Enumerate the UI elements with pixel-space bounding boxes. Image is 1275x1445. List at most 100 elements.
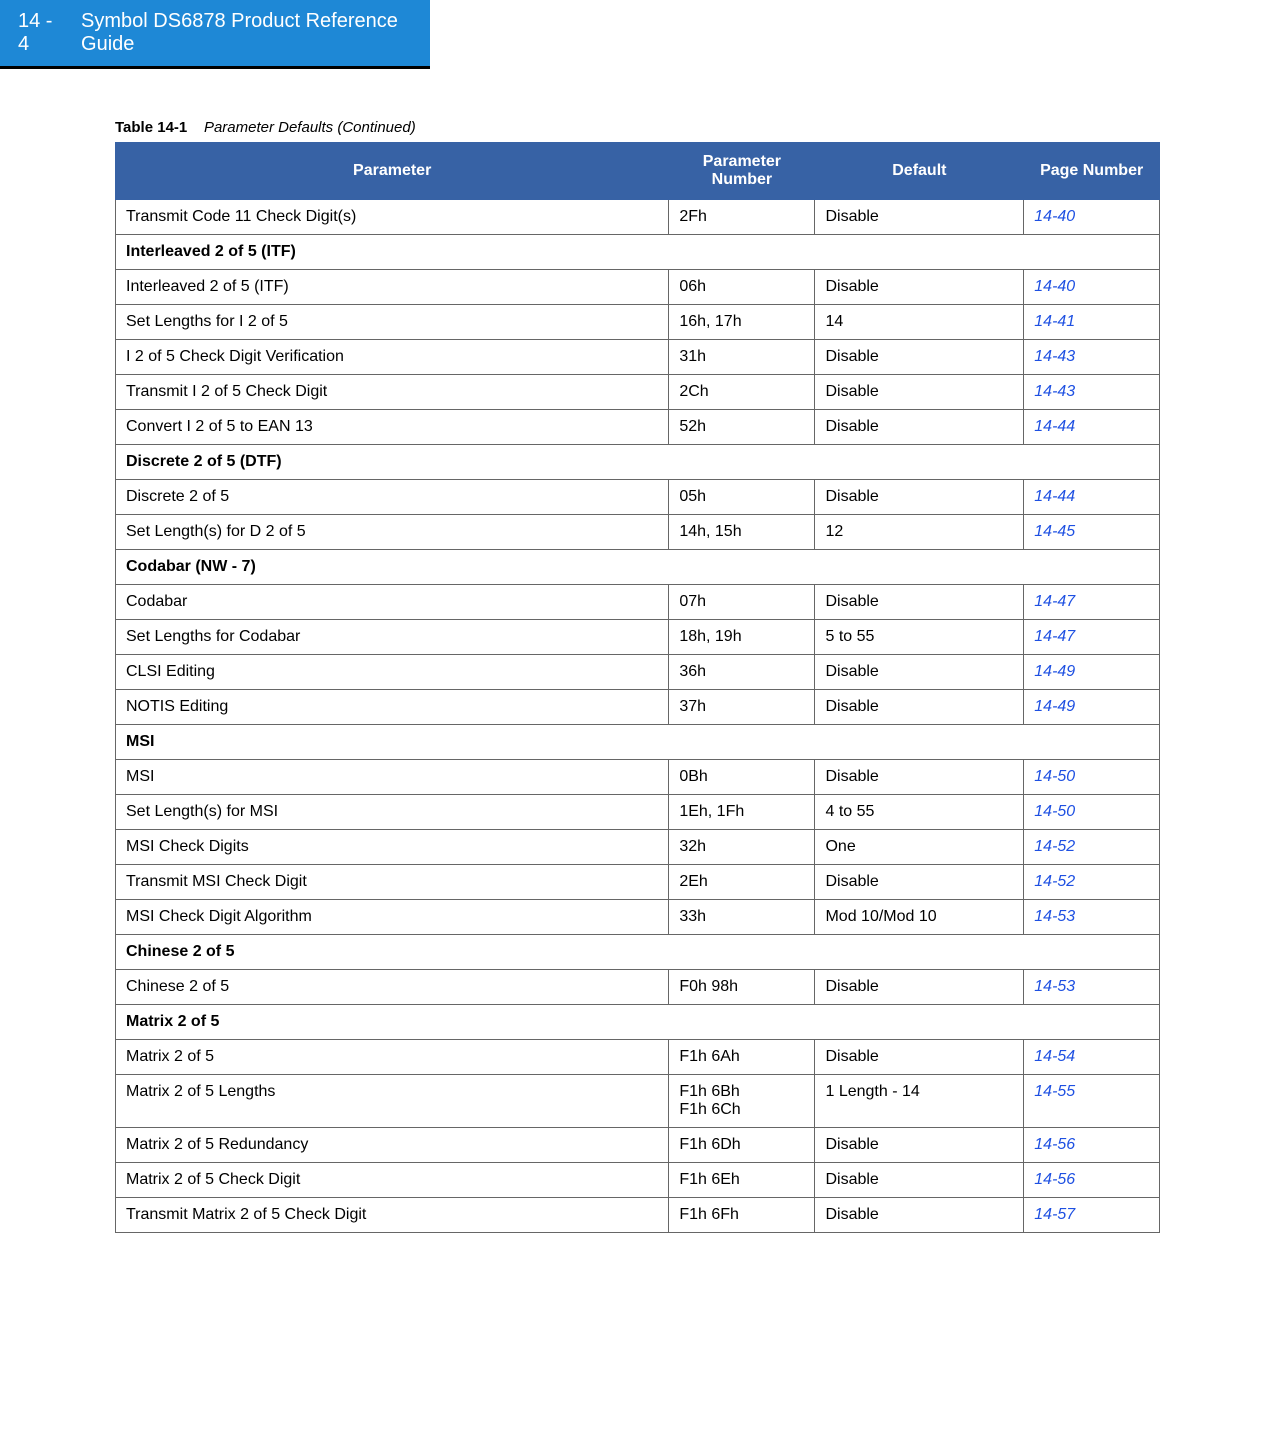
cell-number: 31h xyxy=(669,340,815,375)
col-header-default: Default xyxy=(815,143,1024,200)
section-title: Codabar (NW - 7) xyxy=(116,550,1160,585)
col-header-number: Parameter Number xyxy=(669,143,815,200)
cell-page-link[interactable]: 14-40 xyxy=(1024,270,1160,305)
section-title: Discrete 2 of 5 (DTF) xyxy=(116,445,1160,480)
cell-number: 14h, 15h xyxy=(669,515,815,550)
cell-number: 33h xyxy=(669,900,815,935)
col-header-page: Page Number xyxy=(1024,143,1160,200)
cell-number: 18h, 19h xyxy=(669,620,815,655)
table-row: MSI0BhDisable14-50 xyxy=(116,760,1160,795)
table-row: MSI Check Digit Algorithm33hMod 10/Mod 1… xyxy=(116,900,1160,935)
cell-parameter: MSI Check Digits xyxy=(116,830,669,865)
cell-page-link[interactable]: 14-47 xyxy=(1024,585,1160,620)
cell-number: 32h xyxy=(669,830,815,865)
table-row: Transmit Matrix 2 of 5 Check DigitF1h 6F… xyxy=(116,1198,1160,1233)
table-row: Discrete 2 of 505hDisable14-44 xyxy=(116,480,1160,515)
cell-number: 2Ch xyxy=(669,375,815,410)
cell-page-link[interactable]: 14-44 xyxy=(1024,410,1160,445)
cell-page-link[interactable]: 14-43 xyxy=(1024,375,1160,410)
cell-page-link[interactable]: 14-55 xyxy=(1024,1075,1160,1128)
col-header-parameter: Parameter xyxy=(116,143,669,200)
cell-page-link[interactable]: 14-40 xyxy=(1024,200,1160,235)
table-row: Interleaved 2 of 5 (ITF)06hDisable14-40 xyxy=(116,270,1160,305)
cell-page-link[interactable]: 14-53 xyxy=(1024,970,1160,1005)
cell-page-link[interactable]: 14-52 xyxy=(1024,830,1160,865)
cell-parameter: Matrix 2 of 5 Check Digit xyxy=(116,1163,669,1198)
cell-default: Disable xyxy=(815,270,1024,305)
cell-number: 05h xyxy=(669,480,815,515)
cell-page-link[interactable]: 14-53 xyxy=(1024,900,1160,935)
cell-number: F0h 98h xyxy=(669,970,815,1005)
table-row: Matrix 2 of 5 LengthsF1h 6Bh F1h 6Ch1 Le… xyxy=(116,1075,1160,1128)
cell-number: F1h 6Ah xyxy=(669,1040,815,1075)
table-section-row: Codabar (NW - 7) xyxy=(116,550,1160,585)
cell-page-link[interactable]: 14-49 xyxy=(1024,655,1160,690)
table-row: I 2 of 5 Check Digit Verification31hDisa… xyxy=(116,340,1160,375)
cell-parameter: Transmit Matrix 2 of 5 Check Digit xyxy=(116,1198,669,1233)
cell-default: One xyxy=(815,830,1024,865)
cell-page-link[interactable]: 14-54 xyxy=(1024,1040,1160,1075)
cell-default: Mod 10/Mod 10 xyxy=(815,900,1024,935)
cell-page-link[interactable]: 14-44 xyxy=(1024,480,1160,515)
section-title: MSI xyxy=(116,725,1160,760)
section-title: Interleaved 2 of 5 (ITF) xyxy=(116,235,1160,270)
table-row: Set Length(s) for MSI1Eh, 1Fh4 to 5514-5… xyxy=(116,795,1160,830)
cell-page-link[interactable]: 14-56 xyxy=(1024,1163,1160,1198)
cell-parameter: CLSI Editing xyxy=(116,655,669,690)
cell-default: Disable xyxy=(815,480,1024,515)
cell-page-link[interactable]: 14-50 xyxy=(1024,795,1160,830)
cell-default: 4 to 55 xyxy=(815,795,1024,830)
cell-page-link[interactable]: 14-49 xyxy=(1024,690,1160,725)
cell-page-link[interactable]: 14-47 xyxy=(1024,620,1160,655)
cell-default: Disable xyxy=(815,970,1024,1005)
cell-number: 2Fh xyxy=(669,200,815,235)
page-number: 14 - 4 xyxy=(18,10,63,56)
cell-default: 5 to 55 xyxy=(815,620,1024,655)
table-header-row: Parameter Parameter Number Default Page … xyxy=(116,143,1160,200)
cell-default: 14 xyxy=(815,305,1024,340)
cell-parameter: Set Lengths for Codabar xyxy=(116,620,669,655)
cell-number: 2Eh xyxy=(669,865,815,900)
cell-page-link[interactable]: 14-50 xyxy=(1024,760,1160,795)
cell-default: 1 Length - 14 xyxy=(815,1075,1024,1128)
table-row: Matrix 2 of 5 Check DigitF1h 6EhDisable1… xyxy=(116,1163,1160,1198)
table-section-row: Chinese 2 of 5 xyxy=(116,935,1160,970)
table-label: Table 14-1 xyxy=(115,119,187,136)
cell-page-link[interactable]: 14-41 xyxy=(1024,305,1160,340)
cell-parameter: Set Lengths for I 2 of 5 xyxy=(116,305,669,340)
cell-page-link[interactable]: 14-56 xyxy=(1024,1128,1160,1163)
cell-default: Disable xyxy=(815,1198,1024,1233)
table-row: CLSI Editing36hDisable14-49 xyxy=(116,655,1160,690)
table-row: Matrix 2 of 5 RedundancyF1h 6DhDisable14… xyxy=(116,1128,1160,1163)
table-section-row: MSI xyxy=(116,725,1160,760)
cell-parameter: Transmit MSI Check Digit xyxy=(116,865,669,900)
cell-number: 52h xyxy=(669,410,815,445)
table-row: Set Lengths for Codabar18h, 19h5 to 5514… xyxy=(116,620,1160,655)
cell-page-link[interactable]: 14-57 xyxy=(1024,1198,1160,1233)
doc-title: Symbol DS6878 Product Reference Guide xyxy=(81,10,412,56)
table-row: Chinese 2 of 5F0h 98hDisable14-53 xyxy=(116,970,1160,1005)
cell-default: Disable xyxy=(815,690,1024,725)
content-area: Table 14-1 Parameter Defaults (Continued… xyxy=(0,69,1275,1273)
page-header: 14 - 4 Symbol DS6878 Product Reference G… xyxy=(0,0,430,69)
cell-page-link[interactable]: 14-43 xyxy=(1024,340,1160,375)
cell-parameter: Codabar xyxy=(116,585,669,620)
cell-parameter: Matrix 2 of 5 xyxy=(116,1040,669,1075)
cell-parameter: Transmit Code 11 Check Digit(s) xyxy=(116,200,669,235)
table-row: Transmit MSI Check Digit2EhDisable14-52 xyxy=(116,865,1160,900)
cell-default: Disable xyxy=(815,865,1024,900)
table-row: Transmit Code 11 Check Digit(s)2FhDisabl… xyxy=(116,200,1160,235)
cell-parameter: MSI Check Digit Algorithm xyxy=(116,900,669,935)
cell-parameter: NOTIS Editing xyxy=(116,690,669,725)
table-row: Transmit I 2 of 5 Check Digit2ChDisable1… xyxy=(116,375,1160,410)
table-row: NOTIS Editing37hDisable14-49 xyxy=(116,690,1160,725)
cell-parameter: Set Length(s) for D 2 of 5 xyxy=(116,515,669,550)
cell-page-link[interactable]: 14-45 xyxy=(1024,515,1160,550)
cell-parameter: I 2 of 5 Check Digit Verification xyxy=(116,340,669,375)
cell-default: Disable xyxy=(815,375,1024,410)
cell-parameter: Transmit I 2 of 5 Check Digit xyxy=(116,375,669,410)
table-row: MSI Check Digits32hOne14-52 xyxy=(116,830,1160,865)
cell-default: Disable xyxy=(815,760,1024,795)
cell-page-link[interactable]: 14-52 xyxy=(1024,865,1160,900)
cell-number: F1h 6Eh xyxy=(669,1163,815,1198)
